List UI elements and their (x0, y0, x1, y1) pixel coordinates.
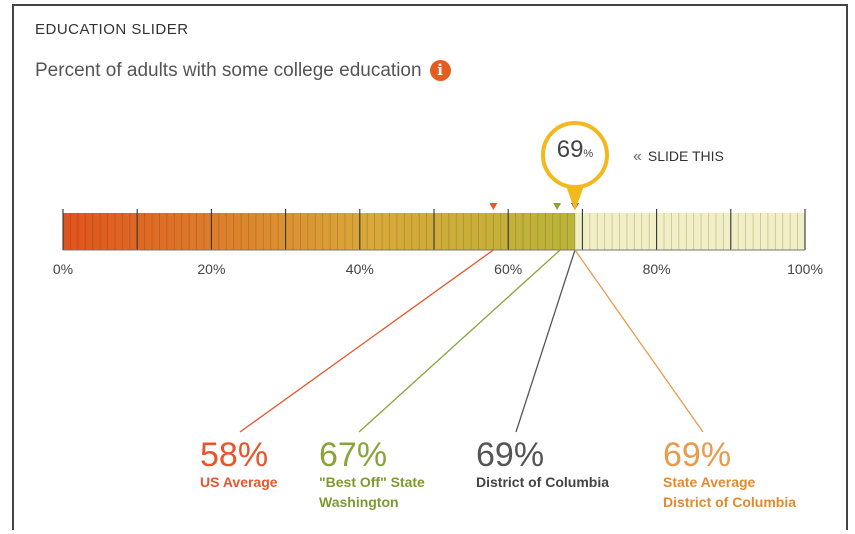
marker-label: 67% "Best Off" State Washington (319, 438, 425, 512)
slide-hint-text: SLIDE THIS (647, 148, 724, 164)
marker-caption: "Best Off" State (319, 474, 425, 490)
double-chevron-left-icon: « (633, 148, 642, 165)
tick-label: 40% (345, 261, 374, 277)
slider-handle-pointer[interactable] (564, 183, 585, 211)
marker-label: 69% State Average District of Columbia (663, 438, 796, 512)
slide-hint[interactable]: « SLIDE THIS (633, 148, 724, 166)
marker-value: 58% (200, 436, 269, 474)
slider-value-unit: % (583, 148, 594, 160)
marker-arrow (553, 203, 562, 210)
subtitle: Percent of adults with some college educ… (35, 60, 451, 82)
major-ticks (62, 209, 806, 251)
slider-value: 69 (556, 136, 584, 163)
marker-connector-line (358, 249, 561, 433)
marker-connector-line (515, 249, 576, 433)
slider-track-fill[interactable] (63, 213, 575, 250)
marker-connector-line (574, 249, 704, 433)
marker-caption: US Average (200, 474, 278, 490)
marker-arrows (489, 203, 579, 210)
slider-value-display[interactable]: 69% (530, 136, 620, 164)
panel-title: EDUCATION SLIDER (35, 21, 189, 38)
marker-caption: District of Columbia (476, 474, 610, 490)
minor-ticks (62, 213, 806, 250)
marker-value: 69% (663, 436, 732, 474)
marker-connector-line (239, 249, 494, 433)
marker-lines (239, 249, 704, 433)
tick-label: 60% (494, 261, 523, 277)
tick-label: 20% (197, 261, 226, 277)
marker-label: 69% District of Columbia (476, 438, 609, 492)
tick-label: 80% (642, 261, 671, 277)
marker-value: 69% (476, 436, 545, 474)
marker-caption: State Average (663, 474, 756, 490)
marker-caption: Washington (319, 494, 399, 510)
marker-caption: District of Columbia (663, 494, 797, 510)
info-icon[interactable]: i (429, 60, 451, 81)
education-slider-panel (12, 4, 848, 530)
slider-handle-bubble[interactable] (540, 121, 609, 189)
marker-arrow (489, 203, 498, 210)
marker-label: 58% US Average (200, 438, 278, 492)
tick-label: 0% (52, 261, 74, 277)
tick-label: 100% (787, 261, 823, 277)
marker-value: 67% (319, 436, 388, 474)
slider-handle[interactable] (540, 121, 609, 211)
subtitle-text: Percent of adults with some college educ… (35, 60, 422, 81)
